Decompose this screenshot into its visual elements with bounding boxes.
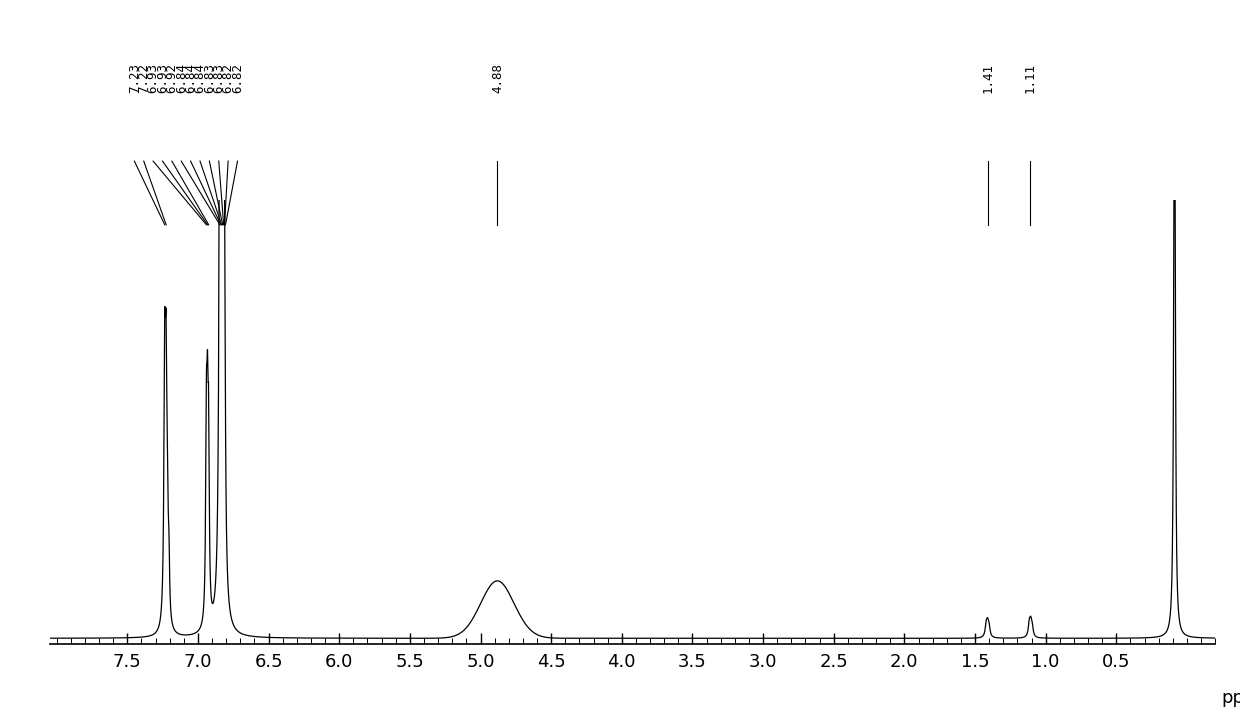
Text: 6.92: 6.92: [165, 63, 179, 93]
Text: ppm: ppm: [1221, 689, 1240, 707]
Text: 6.93: 6.93: [156, 63, 169, 93]
Text: 1.41: 1.41: [981, 63, 994, 93]
Text: 1.11: 1.11: [1023, 63, 1037, 93]
Text: 6.82: 6.82: [231, 63, 244, 93]
Text: 6.84: 6.84: [184, 63, 197, 93]
Text: 4.88: 4.88: [491, 63, 503, 93]
Text: 7.23: 7.23: [128, 63, 141, 93]
Text: 6.83: 6.83: [212, 63, 226, 93]
Text: 6.83: 6.83: [203, 63, 216, 93]
Text: 7.22: 7.22: [138, 63, 150, 93]
Text: 6.82: 6.82: [222, 63, 234, 93]
Text: 6.93: 6.93: [146, 63, 160, 93]
Text: 6.84: 6.84: [193, 63, 207, 93]
Text: 6.84: 6.84: [175, 63, 187, 93]
